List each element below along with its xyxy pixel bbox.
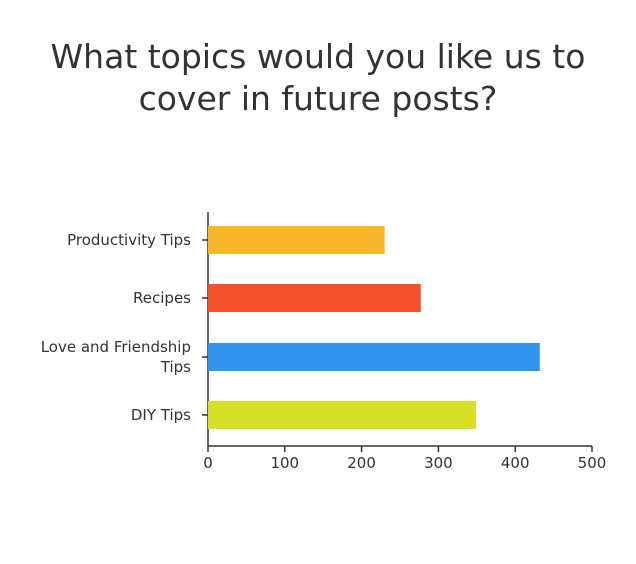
y-tick-label: Productivity Tips — [67, 231, 191, 249]
x-tick-label: 300 — [424, 454, 453, 472]
y-tick-label: Recipes — [133, 289, 191, 307]
chart-title-line-2: cover in future posts? — [138, 79, 498, 118]
x-tick-label: 500 — [578, 454, 607, 472]
chart-title-line-1: What topics would you like us to — [50, 37, 586, 76]
chart-title: What topics would you like us to cover i… — [0, 36, 636, 120]
y-axis-labels: Productivity Tips Recipes Love and Friends… — [41, 231, 191, 424]
chart-bars — [208, 226, 540, 429]
bar — [208, 284, 421, 312]
bar — [208, 226, 385, 254]
x-tick-label: 200 — [347, 454, 376, 472]
y-tick-label: DIY Tips — [131, 406, 191, 424]
x-tick-label: 100 — [270, 454, 299, 472]
bar — [208, 401, 477, 429]
x-axis-labels: 0 100 200 300 400 500 — [203, 454, 606, 472]
x-tick-label: 0 — [203, 454, 213, 472]
y-tick-label: Love and Friendship Tips — [41, 338, 191, 376]
bar — [208, 343, 540, 371]
x-tick-label: 400 — [501, 454, 530, 472]
